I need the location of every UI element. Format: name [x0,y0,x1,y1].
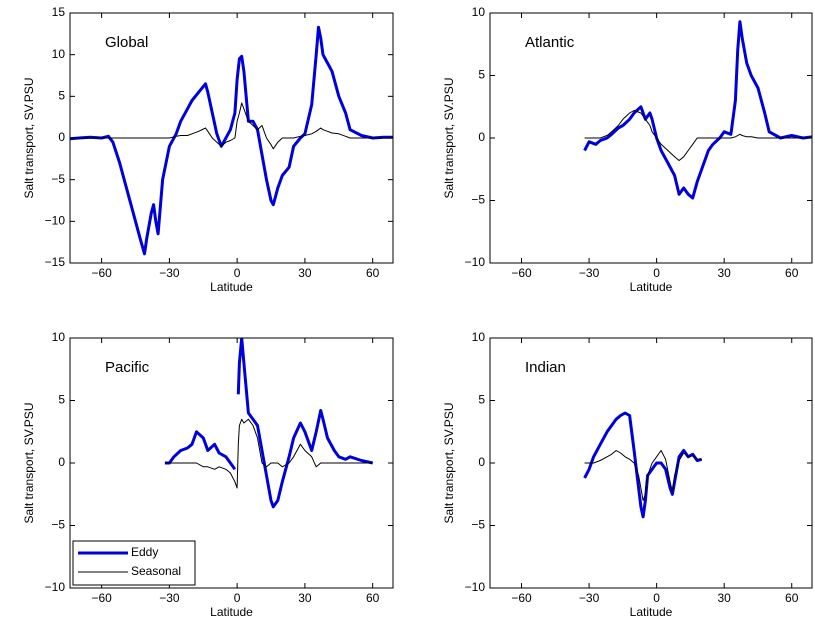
x-tick-label: −60 [511,591,532,605]
y-tick-label: 10 [472,5,486,19]
y-tick-label: 0 [478,130,485,144]
y-tick-label: −10 [45,214,66,228]
y-tick-label: 10 [52,47,66,61]
series-line [70,25,393,256]
y-tick-label: 0 [58,130,65,144]
x-tick-label: 0 [234,266,241,280]
x-tick-label: −30 [579,591,600,605]
plot-lines [583,20,812,200]
x-tick-label: 0 [234,591,241,605]
plot-area [490,338,812,588]
annotation: Indian [525,359,566,376]
y-axis-label: Salt transport, SV.PSU [442,78,456,199]
y-tick-label: 10 [472,330,486,344]
y-axis-label: Salt transport, SV.PSU [442,403,456,524]
x-tick-label: 60 [366,591,380,605]
legend-label: Eddy [131,545,158,559]
subplot: −60 −30 0 30 60 −10 −5 0 5 10 Latitude Salt transpo… [442,330,813,619]
plot-lines [164,338,374,509]
y-tick-label: 5 [58,89,65,103]
y-tick-label: −5 [51,172,65,186]
y-tick-label: −5 [471,193,485,207]
y-tick-label: −10 [45,580,66,594]
x-tick-label: −30 [159,591,180,605]
plot-lines [70,25,393,256]
series-line [584,110,812,161]
x-tick-label: 0 [653,591,660,605]
x-tick-label: 60 [785,591,799,605]
x-tick-label: −60 [91,591,112,605]
series-line [584,450,702,501]
x-tick-label: −30 [159,266,180,280]
y-tick-label: 5 [478,393,485,407]
series-line [583,411,703,519]
annotation: Pacific [105,359,150,376]
x-tick-label: 60 [785,266,799,280]
subplot: −60 −30 0 30 60 −10 −5 0 5 10 Latitude Salt transpo… [442,5,813,294]
x-tick-label: 30 [718,266,732,280]
y-tick-label: 0 [478,455,485,469]
annotation: Global [105,34,148,51]
y-tick-label: −5 [51,518,65,532]
x-tick-label: −60 [511,266,532,280]
x-tick-label: 0 [653,266,660,280]
x-axis-label: Latitude [210,605,253,619]
x-axis-label: Latitude [630,605,673,619]
x-tick-label: −30 [579,266,600,280]
y-tick-label: −15 [45,255,66,269]
x-tick-label: 30 [718,591,732,605]
x-tick-label: 30 [298,591,312,605]
series-line [583,20,812,200]
annotation: Atlantic [525,34,575,51]
y-tick-label: 5 [58,393,65,407]
y-tick-label: 15 [52,5,66,19]
legend-label: Seasonal [131,564,181,578]
series-line [164,338,374,509]
plot-lines [583,411,703,519]
y-tick-label: 10 [52,330,66,344]
x-axis-label: Latitude [210,280,253,294]
legend-box [72,540,196,586]
y-tick-label: 5 [478,68,485,82]
series-line [70,102,393,150]
series-line [164,418,373,489]
x-tick-label: −60 [91,266,112,280]
y-tick-label: −5 [471,518,485,532]
y-axis-label: Salt transport, SV.PSU [22,403,36,524]
subplot: −60 −30 0 30 60 −15 −10 −5 0 5 10 15 Latitude Salt tr… [22,5,394,294]
y-tick-label: −10 [465,255,486,269]
x-axis-label: Latitude [630,280,673,294]
x-tick-label: 60 [366,266,380,280]
y-axis-label: Salt transport, SV.PSU [22,78,36,199]
x-tick-label: 30 [298,266,312,280]
y-tick-label: 0 [58,455,65,469]
subplot: −60 −30 0 30 60 −10 −5 0 5 10 Latitude Salt transpo… [22,330,394,619]
y-tick-label: −10 [465,580,486,594]
